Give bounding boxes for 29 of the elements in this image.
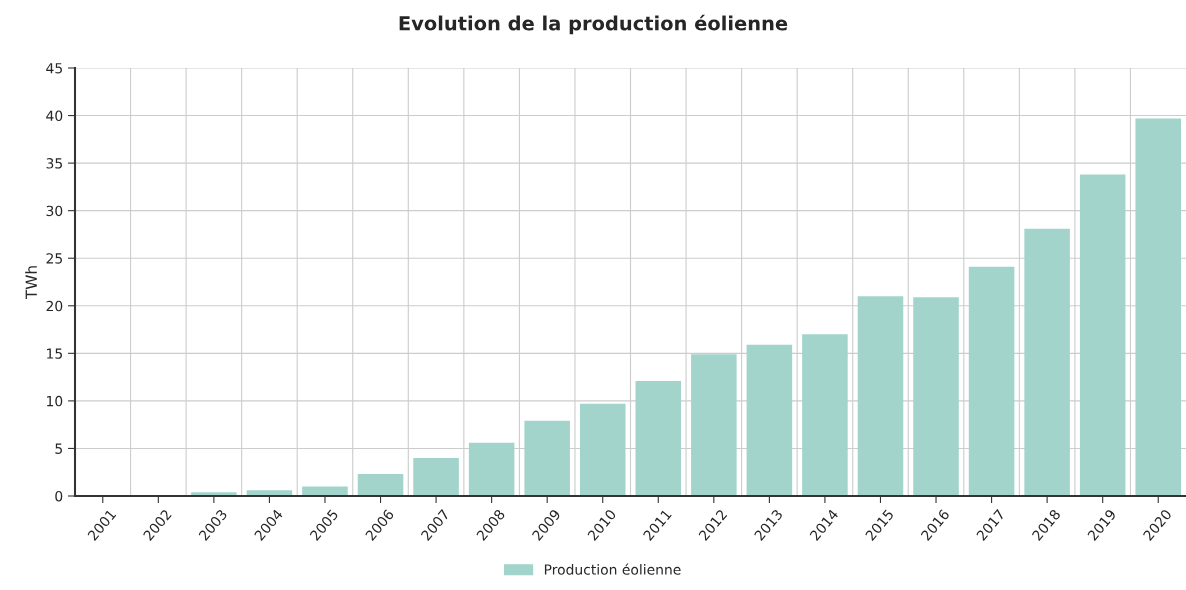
y-tick-label: 10: [47, 395, 63, 407]
y-tick-label: 20: [46, 300, 63, 312]
bar: [857, 296, 904, 496]
y-tick-label: 40: [46, 110, 63, 122]
chart-title: Evolution de la production éolienne: [399, 14, 788, 35]
bar: [468, 442, 515, 496]
bar: [302, 486, 348, 496]
y-tick-label: 15: [47, 348, 62, 359]
bar: [357, 474, 404, 496]
bar: [1135, 118, 1181, 496]
bar: [968, 266, 1015, 496]
y-tick-label: 25: [46, 253, 62, 264]
y-tick-label: 35: [46, 158, 62, 169]
bar: [802, 334, 848, 496]
bar: [579, 403, 626, 496]
bar: [746, 344, 793, 496]
y-tick-label: 5: [55, 443, 62, 454]
bar: [635, 380, 682, 496]
y-axis-title: TWh: [25, 266, 37, 300]
y-tick-label: 0: [55, 490, 63, 502]
legend-label: Production éolienne: [544, 563, 681, 575]
bar: [691, 354, 737, 496]
y-tick-label: 30: [46, 205, 63, 217]
bar: [913, 297, 959, 496]
y-tick-label: 45: [46, 63, 62, 74]
bar: [1024, 228, 1070, 496]
bar: [413, 457, 459, 496]
bar: [524, 420, 570, 496]
bar: [1079, 174, 1126, 496]
